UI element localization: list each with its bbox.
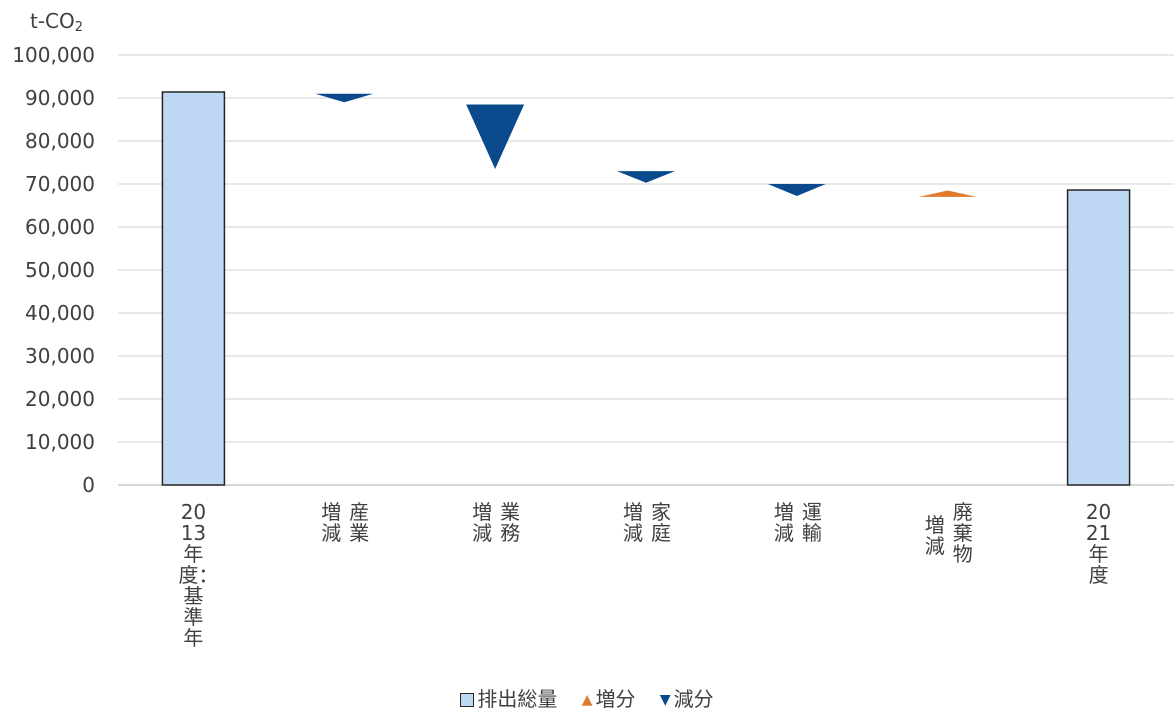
x-tick-label: 増減 bbox=[924, 513, 945, 558]
x-tick-label: 家庭 bbox=[651, 500, 671, 545]
bar-total bbox=[161, 91, 226, 486]
y-axis: 0 10,000 20,000 30,000 40,000 50,000 60,000 70,… bbox=[12, 43, 95, 497]
triangle-decrease bbox=[767, 184, 826, 197]
legend-marker-increase: ▲ bbox=[581, 692, 593, 708]
y-tick-label: 80,000 bbox=[25, 129, 95, 153]
x-tick-label: 2013年度：基準年 bbox=[178, 500, 219, 650]
x-tick-label: 2021年度 bbox=[1085, 500, 1112, 587]
y-tick-label: 10,000 bbox=[25, 430, 95, 454]
y-tick-label: 60,000 bbox=[25, 215, 95, 239]
x-tick-label: 増減 bbox=[472, 500, 493, 545]
y-tick-label: 30,000 bbox=[25, 344, 95, 368]
x-tick-label: 増減 bbox=[773, 500, 794, 545]
x-tick-label: 運輸 bbox=[801, 500, 822, 545]
legend-label-increase: 増分 bbox=[595, 687, 636, 711]
triangle-increase bbox=[918, 190, 977, 197]
triangle-decrease bbox=[466, 104, 525, 169]
y-tick-label: 90,000 bbox=[25, 86, 95, 110]
legend-label-decrease: 減分 bbox=[673, 687, 714, 711]
legend-swatch-total bbox=[460, 693, 475, 707]
legend-label-total: 排出総量 bbox=[477, 687, 558, 711]
legend-item-increase: ▲ 増分 bbox=[582, 683, 636, 712]
legend-item-decrease: ▼ 減分 bbox=[660, 683, 714, 712]
x-tick-label: 廃棄物 bbox=[952, 500, 973, 566]
x-tick-label: 業務 bbox=[500, 500, 521, 545]
grid-lines bbox=[118, 54, 1174, 486]
y-unit-label: t-CO2 bbox=[30, 9, 83, 35]
bar-total bbox=[1066, 189, 1131, 486]
legend-marker-decrease: ▼ bbox=[659, 692, 671, 708]
triangle-decrease bbox=[617, 171, 675, 183]
legend: 排出総量 ▲ 増分 ▼ 減分 bbox=[0, 683, 1174, 712]
x-tick-label: 増減 bbox=[623, 500, 643, 545]
y-tick-label: 70,000 bbox=[25, 172, 95, 196]
unit-text: t-CO bbox=[30, 9, 75, 33]
y-tick-label: 100,000 bbox=[12, 43, 95, 67]
y-tick-label: 0 bbox=[82, 473, 95, 497]
y-tick-label: 20,000 bbox=[25, 387, 95, 411]
legend-item-total: 排出総量 bbox=[460, 683, 557, 712]
y-tick-label: 40,000 bbox=[25, 301, 95, 325]
chart-marks bbox=[161, 91, 1131, 486]
x-tick-label: 増減 bbox=[321, 500, 342, 545]
y-tick-label: 50,000 bbox=[25, 258, 95, 282]
unit-subscript: 2 bbox=[75, 20, 83, 35]
triangle-decrease bbox=[315, 93, 374, 103]
x-tick-label: 産業 bbox=[349, 500, 370, 545]
